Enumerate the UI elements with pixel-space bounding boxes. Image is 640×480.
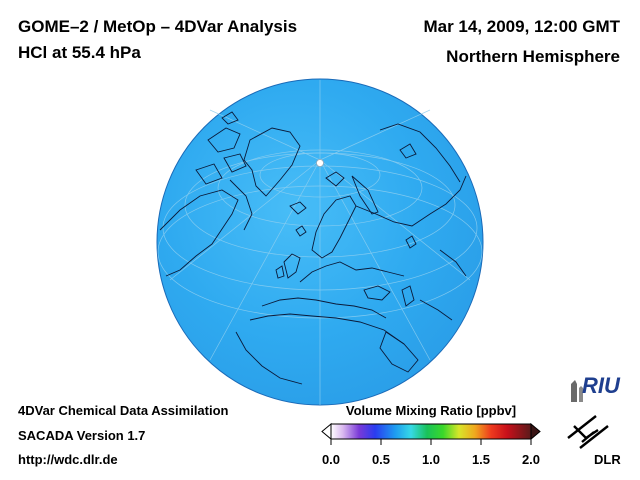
- riu-logo-icon: [571, 380, 583, 402]
- colorbar-tick-label: 0.5: [371, 452, 391, 467]
- map-title: GOME–2 / MetOp – 4DVar Analysis: [18, 17, 298, 36]
- dlr-logo-text: DLR: [594, 452, 621, 467]
- coastlines: [159, 111, 467, 385]
- colorbar-right-arrow: [530, 422, 541, 441]
- graticule: [157, 80, 483, 405]
- footer-line-2: SACADA Version 1.7: [18, 428, 146, 443]
- map-subtitle: HCl at 55.4 hPa: [18, 43, 141, 62]
- riu-logo-text: RIU: [582, 373, 620, 398]
- map-region: Northern Hemisphere: [446, 47, 620, 66]
- colorbar-title: Volume Mixing Ratio [ppbv]: [345, 403, 517, 418]
- colorbar-tick-label: 0.0: [321, 452, 341, 467]
- colorbar-tick-label: 2.0: [521, 452, 541, 467]
- colorbar: [321, 422, 541, 445]
- colorbar-tick-label: 1.5: [471, 452, 491, 467]
- footer-link[interactable]: http://wdc.dlr.de: [18, 452, 118, 467]
- colorbar-left-arrow: [321, 422, 332, 441]
- map-datetime: Mar 14, 2009, 12:00 GMT: [423, 17, 620, 36]
- pole-marker: [316, 159, 324, 167]
- colorbar-tick-label: 1.0: [421, 452, 441, 467]
- colorbar-gradient: [330, 423, 532, 440]
- footer-line-1: 4DVar Chemical Data Assimilation: [18, 403, 229, 418]
- dlr-logo-icon: [567, 415, 609, 449]
